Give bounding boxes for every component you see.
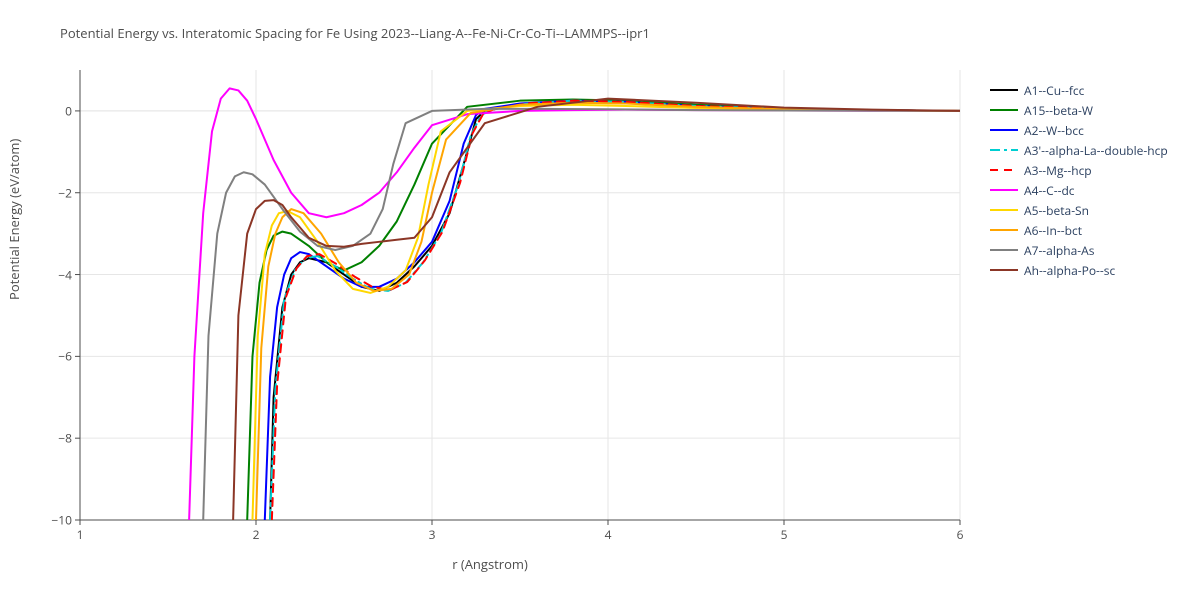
y-tick-label: −10: [51, 512, 72, 529]
x-tick-label: 1: [77, 526, 84, 543]
legend-label: A5--beta-Sn: [1024, 202, 1089, 219]
legend-swatch: [990, 183, 1018, 197]
legend-item[interactable]: A2--W--bcc: [990, 120, 1168, 140]
series-line[interactable]: [270, 101, 960, 520]
legend-swatch: [990, 243, 1018, 257]
y-tick-label: −4: [58, 266, 72, 283]
x-tick-label: 3: [429, 526, 436, 543]
legend-swatch: [990, 263, 1018, 277]
legend-label: A15--beta-W: [1024, 102, 1093, 119]
legend-item[interactable]: A7--alpha-As: [990, 240, 1168, 260]
x-tick-label: 6: [957, 526, 964, 543]
y-tick-label: −2: [58, 184, 72, 201]
legend-item[interactable]: A4--C--dc: [990, 180, 1168, 200]
legend-label: A2--W--bcc: [1024, 122, 1084, 139]
legend-swatch: [990, 163, 1018, 177]
series-line[interactable]: [265, 101, 960, 520]
legend-item[interactable]: A3--Mg--hcp: [990, 160, 1168, 180]
legend-item[interactable]: A1--Cu--fcc: [990, 80, 1168, 100]
legend-item[interactable]: Ah--alpha-Po--sc: [990, 260, 1168, 280]
series-line[interactable]: [189, 88, 960, 520]
legend-label: A6--In--bct: [1024, 222, 1082, 239]
legend-item[interactable]: A6--In--bct: [990, 220, 1168, 240]
legend-item[interactable]: A5--beta-Sn: [990, 200, 1168, 220]
legend[interactable]: A1--Cu--fcc A15--beta-W A2--W--bcc A3'--alp…: [990, 80, 1168, 280]
legend-label: A1--Cu--fcc: [1024, 82, 1084, 99]
x-axis-label: r (Angstrom): [0, 555, 980, 573]
legend-swatch: [990, 223, 1018, 237]
series-line[interactable]: [247, 99, 960, 520]
y-axis-label: Potential Energy (eV/atom): [5, 139, 23, 300]
plot-area[interactable]: −10−8−6−4−20 123456: [80, 70, 960, 520]
legend-swatch: [990, 203, 1018, 217]
legend-item[interactable]: A3'--alpha-La--double-hcp: [990, 140, 1168, 160]
y-tick-label: −6: [58, 348, 72, 365]
series-line[interactable]: [272, 101, 960, 520]
x-tick-label: 4: [605, 526, 612, 543]
legend-swatch: [990, 103, 1018, 117]
x-tick-label: 5: [781, 526, 788, 543]
legend-swatch: [990, 83, 1018, 97]
legend-label: A3'--alpha-La--double-hcp: [1024, 142, 1168, 159]
series-line[interactable]: [233, 99, 960, 520]
series-line[interactable]: [270, 101, 960, 520]
legend-swatch: [990, 123, 1018, 137]
y-tick-label: 0: [65, 102, 72, 119]
series-line[interactable]: [252, 105, 960, 520]
x-tick-label: 2: [253, 526, 260, 543]
chart-title: Potential Energy vs. Interatomic Spacing…: [60, 24, 650, 42]
legend-label: A3--Mg--hcp: [1024, 162, 1092, 179]
legend-label: A4--C--dc: [1024, 182, 1075, 199]
legend-label: Ah--alpha-Po--sc: [1024, 262, 1115, 279]
series-line[interactable]: [203, 109, 960, 520]
legend-swatch: [990, 143, 1018, 157]
legend-item[interactable]: A15--beta-W: [990, 100, 1168, 120]
y-tick-label: −8: [58, 430, 72, 447]
legend-label: A7--alpha-As: [1024, 242, 1094, 259]
